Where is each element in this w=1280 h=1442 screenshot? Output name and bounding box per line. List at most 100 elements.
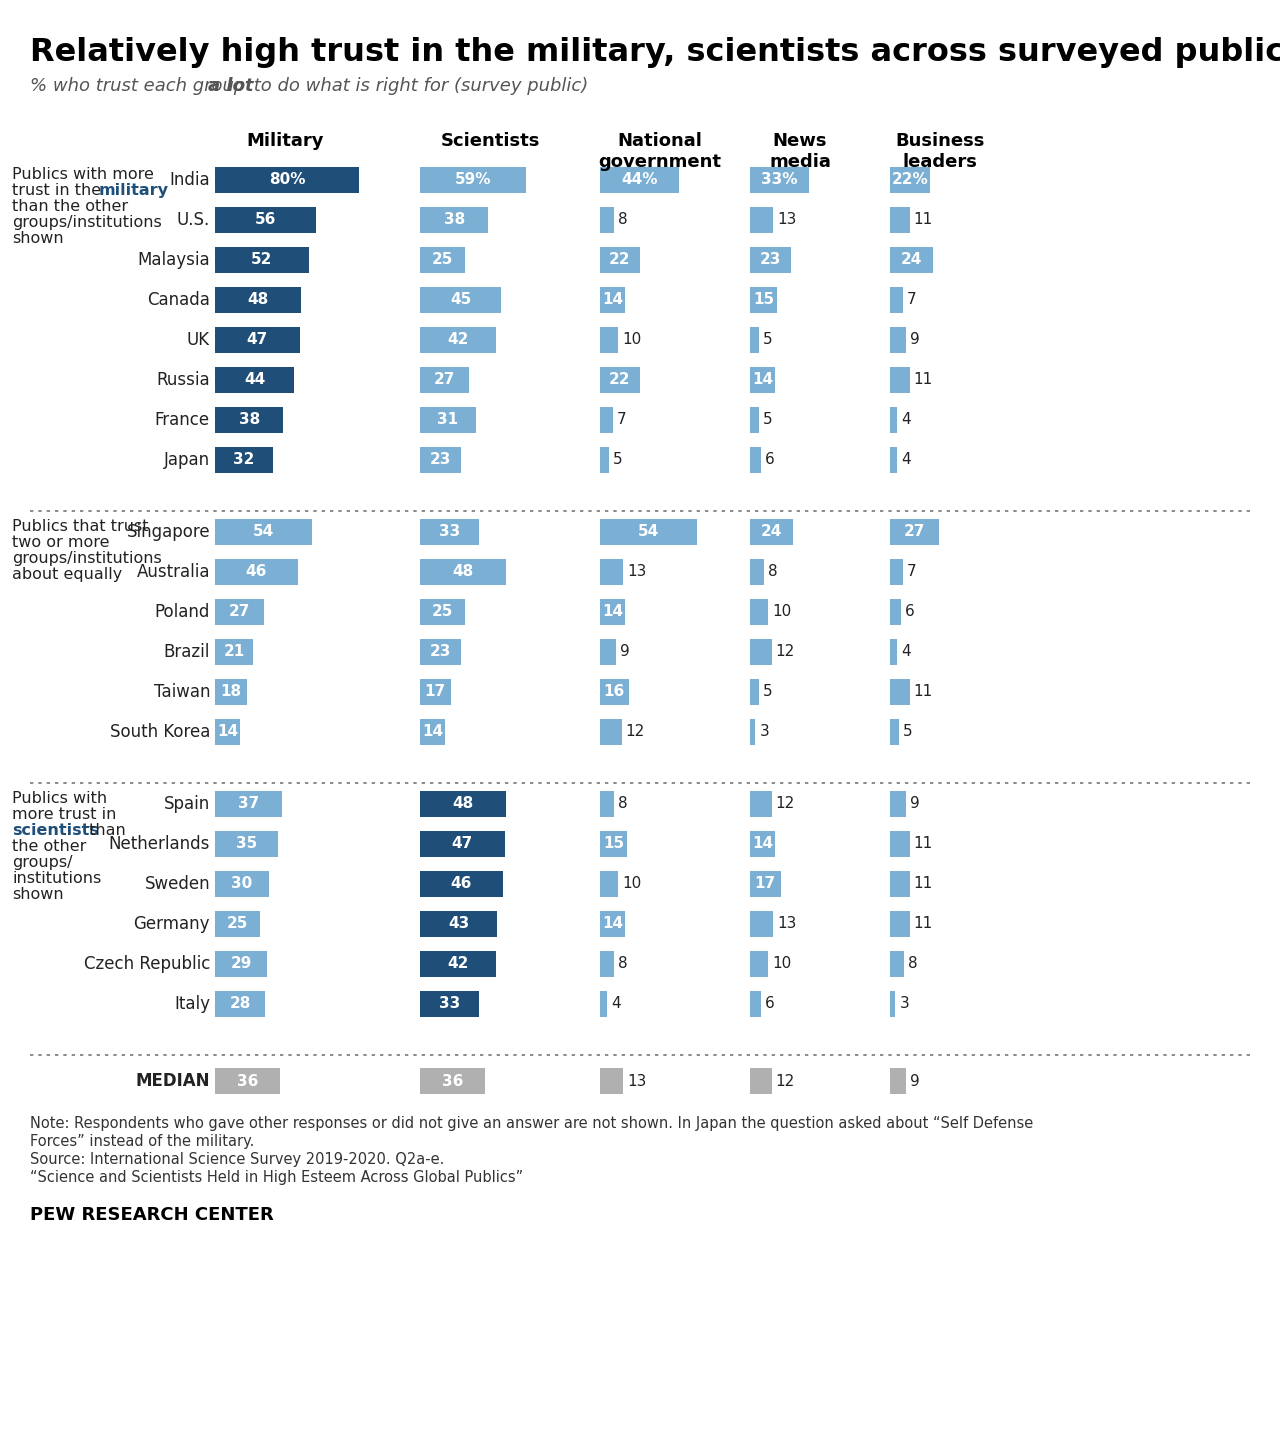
Bar (890, 167, 929, 193)
Text: Forces” instead of the military.: Forces” instead of the military. (29, 1133, 255, 1149)
Text: 11: 11 (914, 836, 933, 851)
Text: 12: 12 (626, 724, 645, 740)
Text: UK: UK (187, 332, 210, 349)
Bar (215, 991, 265, 1017)
Text: 5: 5 (902, 724, 913, 740)
Text: scientists: scientists (12, 823, 99, 838)
Text: 80%: 80% (269, 173, 305, 187)
Text: 11: 11 (914, 685, 933, 699)
Text: 13: 13 (777, 917, 796, 932)
Text: 47: 47 (247, 333, 268, 348)
Text: 5: 5 (613, 453, 622, 467)
Bar (890, 871, 910, 897)
Text: 45: 45 (449, 293, 471, 307)
Bar (420, 679, 451, 705)
Bar (215, 792, 282, 818)
Text: 8: 8 (909, 956, 918, 972)
Text: National
government: National government (599, 133, 722, 170)
Bar (600, 952, 614, 978)
Bar (420, 991, 480, 1017)
Bar (215, 1069, 280, 1094)
Text: groups/institutions: groups/institutions (12, 551, 161, 567)
Text: 4: 4 (612, 996, 621, 1011)
Text: 14: 14 (602, 917, 623, 932)
Bar (420, 327, 495, 353)
Bar (750, 167, 809, 193)
Text: 6: 6 (905, 604, 914, 620)
Text: News
media: News media (769, 133, 831, 170)
Text: 17: 17 (755, 877, 776, 891)
Bar (420, 559, 507, 585)
Bar (420, 167, 526, 193)
Bar (750, 639, 772, 665)
Text: 24: 24 (901, 252, 923, 268)
Text: 22: 22 (609, 372, 631, 388)
Text: Taiwan: Taiwan (154, 684, 210, 701)
Text: 33%: 33% (762, 173, 797, 187)
Text: 22: 22 (609, 252, 631, 268)
Text: 44: 44 (244, 372, 265, 388)
Text: 15: 15 (753, 293, 774, 307)
Text: 54: 54 (637, 525, 659, 539)
Text: to do what is right for (survey public): to do what is right for (survey public) (248, 76, 589, 95)
Text: 9: 9 (910, 796, 920, 812)
Text: about equally: about equally (12, 567, 123, 583)
Text: 6: 6 (765, 453, 774, 467)
Text: Source: International Science Survey 2019-2020. Q2a-e.: Source: International Science Survey 201… (29, 1152, 444, 1167)
Bar (215, 720, 241, 746)
Text: 36: 36 (237, 1073, 259, 1089)
Text: 29: 29 (230, 956, 252, 972)
Bar (890, 247, 933, 273)
Text: 11: 11 (914, 917, 933, 932)
Text: shown: shown (12, 887, 64, 903)
Bar (600, 831, 627, 857)
Text: 12: 12 (776, 1073, 795, 1089)
Bar (420, 911, 498, 937)
Text: 10: 10 (772, 956, 791, 972)
Bar (600, 679, 628, 705)
Text: Publics with more: Publics with more (12, 167, 154, 182)
Bar (215, 327, 300, 353)
Text: 25: 25 (227, 917, 248, 932)
Text: 33: 33 (439, 996, 461, 1011)
Text: 9: 9 (910, 1073, 920, 1089)
Text: 3: 3 (900, 996, 909, 1011)
Text: 5: 5 (763, 685, 773, 699)
Bar (600, 167, 680, 193)
Bar (600, 598, 625, 624)
Text: 14: 14 (753, 836, 773, 851)
Bar (890, 598, 901, 624)
Text: 13: 13 (627, 564, 646, 580)
Bar (600, 792, 614, 818)
Bar (600, 247, 640, 273)
Text: Sweden: Sweden (145, 875, 210, 893)
Bar (750, 952, 768, 978)
Text: 14: 14 (602, 604, 623, 620)
Text: 11: 11 (914, 212, 933, 228)
Bar (890, 792, 906, 818)
Bar (215, 519, 312, 545)
Text: 48: 48 (247, 293, 269, 307)
Bar (890, 952, 905, 978)
Text: U.S.: U.S. (177, 211, 210, 229)
Bar (890, 720, 899, 746)
Text: Business
leaders: Business leaders (895, 133, 984, 170)
Text: 17: 17 (425, 685, 445, 699)
Bar (600, 871, 618, 897)
Bar (215, 871, 269, 897)
Text: India: India (169, 172, 210, 189)
Bar (890, 519, 938, 545)
Text: 48: 48 (453, 796, 474, 812)
Bar (890, 447, 897, 473)
Bar (215, 287, 301, 313)
Bar (750, 831, 776, 857)
Bar (750, 598, 768, 624)
Text: military: military (99, 183, 169, 198)
Text: 56: 56 (255, 212, 276, 228)
Text: 12: 12 (776, 796, 795, 812)
Text: shown: shown (12, 231, 64, 247)
Text: institutions: institutions (12, 871, 101, 885)
Bar (750, 871, 781, 897)
Text: 23: 23 (760, 252, 781, 268)
Text: 27: 27 (434, 372, 454, 388)
